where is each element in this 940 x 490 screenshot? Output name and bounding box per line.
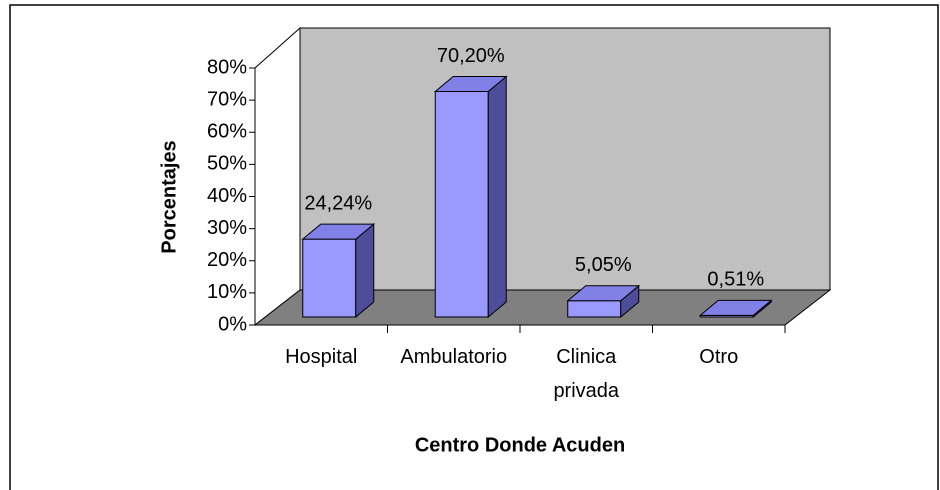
y-tick-label: 10% bbox=[207, 281, 247, 303]
data-label: 0,51% bbox=[707, 269, 764, 291]
bar-top bbox=[698, 299, 773, 316]
x-tick-label: Ambulatorio bbox=[400, 346, 508, 368]
bar-side bbox=[355, 223, 375, 319]
bar bbox=[566, 284, 641, 319]
y-tick-label: 30% bbox=[207, 217, 247, 239]
data-label: 24,24% bbox=[304, 192, 372, 214]
y-tick-label: 40% bbox=[207, 185, 247, 207]
x-tick-label: Hospital bbox=[285, 346, 358, 368]
y-tick-label: 60% bbox=[207, 121, 247, 143]
bar-front bbox=[434, 90, 489, 318]
x-tick-label: Otro bbox=[699, 346, 739, 368]
bar-top bbox=[301, 223, 376, 240]
bar-top bbox=[566, 285, 641, 302]
bar bbox=[301, 223, 376, 319]
back-wall bbox=[299, 27, 831, 291]
bar-top bbox=[433, 75, 508, 92]
y-tick-label: 20% bbox=[207, 249, 247, 271]
bar-front bbox=[567, 300, 622, 318]
bar bbox=[433, 75, 508, 319]
y-tick-label: 0% bbox=[218, 313, 247, 335]
y-tick-label: 70% bbox=[207, 88, 247, 110]
data-label: 5,05% bbox=[575, 254, 632, 276]
x-tick-label: Clinica privada bbox=[553, 346, 620, 402]
y-axis-title: Porcentajes bbox=[158, 140, 180, 253]
bar-side bbox=[487, 75, 507, 319]
y-tick-label: 80% bbox=[207, 56, 247, 78]
y-tick-label: 50% bbox=[207, 153, 247, 175]
data-label: 70,20% bbox=[437, 45, 505, 67]
bar-front bbox=[302, 238, 357, 318]
bar bbox=[698, 299, 773, 319]
side-wall bbox=[254, 26, 301, 327]
chart-border bbox=[9, 4, 939, 490]
x-axis-title: Centro Donde Acuden bbox=[415, 434, 625, 456]
